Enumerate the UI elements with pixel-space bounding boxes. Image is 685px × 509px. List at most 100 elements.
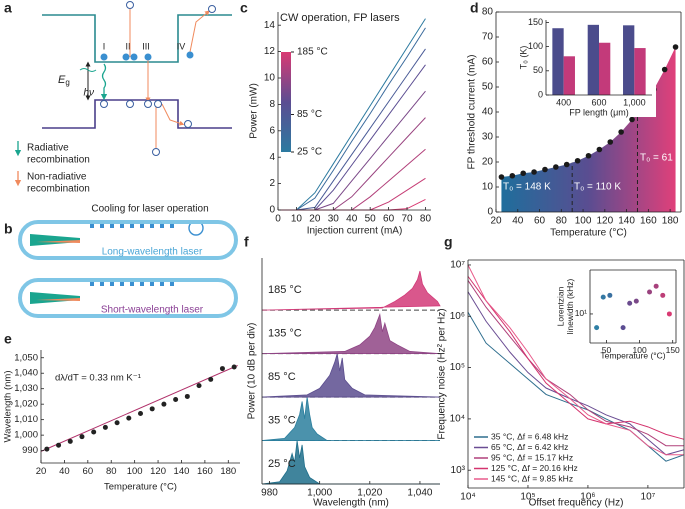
x-tick-label: 600 xyxy=(591,97,606,107)
hole xyxy=(184,120,192,128)
nonradiative-path xyxy=(161,103,185,126)
electron xyxy=(186,51,194,59)
x-tick-label: 80 xyxy=(420,214,432,225)
y-tick-label: 80 xyxy=(482,7,494,18)
x-tick-label: 80 xyxy=(106,466,117,477)
data-point xyxy=(161,401,167,407)
x-tick-label: 180 xyxy=(662,216,679,227)
data-point xyxy=(661,66,668,73)
y-tick-label: 30 xyxy=(482,132,494,143)
panel-label: g xyxy=(444,234,453,250)
x-tick-label: 1,000 xyxy=(307,488,332,499)
series-label: 85 °C xyxy=(268,371,296,383)
x-tick-label: 1,000 xyxy=(623,97,646,107)
legend-text: recombination xyxy=(27,155,90,166)
data-point xyxy=(607,139,614,145)
conduction-band xyxy=(42,14,232,63)
series-label: 35 °C xyxy=(268,414,296,426)
colorbar xyxy=(281,52,291,152)
laser-label: Short-wavelength laser xyxy=(101,305,204,316)
x-axis-label: Offset frequency (Hz) xyxy=(529,498,624,509)
y-tick-label: 0 xyxy=(487,207,493,218)
electron xyxy=(100,53,108,61)
y-tick-label: 10⁵ xyxy=(450,362,465,373)
fit-line xyxy=(40,365,238,452)
y-tick-label: 10 xyxy=(482,182,494,193)
gap-subscript: g xyxy=(65,78,69,87)
electron xyxy=(144,53,152,61)
data-point xyxy=(114,420,120,426)
data-point xyxy=(542,166,548,173)
laser: Long-wavelength laser xyxy=(18,220,238,260)
panel-label: b xyxy=(4,221,13,237)
x-tick-label: 1,040 xyxy=(407,488,432,499)
legend-label: 35 °C, Δf = 6.48 kHz xyxy=(491,431,568,441)
level-label: III xyxy=(142,41,150,51)
chart-title: CW operation, FP lasers xyxy=(280,12,400,24)
band-diagram: Eg hν I II III IV Radiative recombinatio… xyxy=(14,1,232,195)
x-tick-label: 140 xyxy=(174,466,190,477)
data-point xyxy=(647,289,653,295)
y-tick-label: 100 xyxy=(528,41,543,51)
y-axis-label: Lorentzian xyxy=(556,286,566,326)
data-point xyxy=(633,298,639,304)
hole xyxy=(126,1,134,9)
data-point xyxy=(79,434,85,440)
y-tick-label: 14 xyxy=(264,20,276,31)
legend-label: 145 °C, Δf = 9.85 kHz xyxy=(491,473,573,483)
x-tick-label: 40 xyxy=(59,466,70,477)
x-axis-label: Temperature (°C) xyxy=(104,482,177,493)
panel-label: a xyxy=(4,0,12,16)
y-tick-label: 1,010 xyxy=(14,414,38,425)
legend-label: 65 °C, Δf = 6.42 kHz xyxy=(491,442,568,452)
x-tick-label: 400 xyxy=(556,97,571,107)
series-label: 25 °C xyxy=(268,458,296,470)
x-tick-label: 1,020 xyxy=(357,488,382,499)
panel-label: d xyxy=(470,0,479,16)
photon-wave xyxy=(79,68,97,72)
annotation: dλ/dT = 0.33 nm K⁻¹ xyxy=(55,373,141,384)
line-series xyxy=(467,264,684,456)
y-tick-label: 1,040 xyxy=(14,368,38,379)
x-tick-label: 100 xyxy=(575,216,592,227)
valence-band xyxy=(42,99,232,129)
y-tick-label: 1,050 xyxy=(14,352,38,363)
data-point xyxy=(219,366,225,372)
hole xyxy=(154,100,162,108)
laser-diagram: Cooling for laser operation Long-wavelen… xyxy=(18,204,238,318)
data-point xyxy=(196,383,202,389)
x-tick-label: 10⁷ xyxy=(641,492,656,503)
colorbar-label: 25 °C xyxy=(297,147,322,158)
data-point xyxy=(653,283,659,289)
y-tick-label: 4 xyxy=(269,152,275,163)
y-tick-label: 990 xyxy=(22,445,38,456)
gap-symbol: E xyxy=(58,74,66,86)
x-tick-label: 140 xyxy=(618,216,635,227)
spectrum xyxy=(261,270,441,311)
nonradiative-path xyxy=(189,10,210,53)
data-point xyxy=(520,170,527,177)
x-axis-label: Injection current (mA) xyxy=(307,226,403,237)
legend-text: recombination xyxy=(27,184,90,195)
legend-text: Radiative xyxy=(27,143,69,154)
line-series xyxy=(467,276,685,440)
x-tick-label: 10⁶ xyxy=(580,492,595,503)
y-tick-label: 70 xyxy=(482,32,494,43)
y-tick-label: 50 xyxy=(533,65,543,75)
data-point xyxy=(44,446,50,452)
data-point xyxy=(67,438,73,444)
data-point xyxy=(666,311,672,317)
y-tick-label: 10¹ xyxy=(575,308,587,318)
colorbar-label: 85 °C xyxy=(297,109,322,120)
x-tick-label: 50 xyxy=(602,345,612,355)
gain-section xyxy=(30,234,80,246)
line-series xyxy=(278,148,426,211)
data-point xyxy=(531,169,537,175)
y-axis-label: Power (mW) xyxy=(249,83,260,139)
spectrum xyxy=(261,353,441,398)
electrons xyxy=(100,51,194,61)
hole xyxy=(100,100,108,108)
x-tick-label: 160 xyxy=(197,466,213,477)
